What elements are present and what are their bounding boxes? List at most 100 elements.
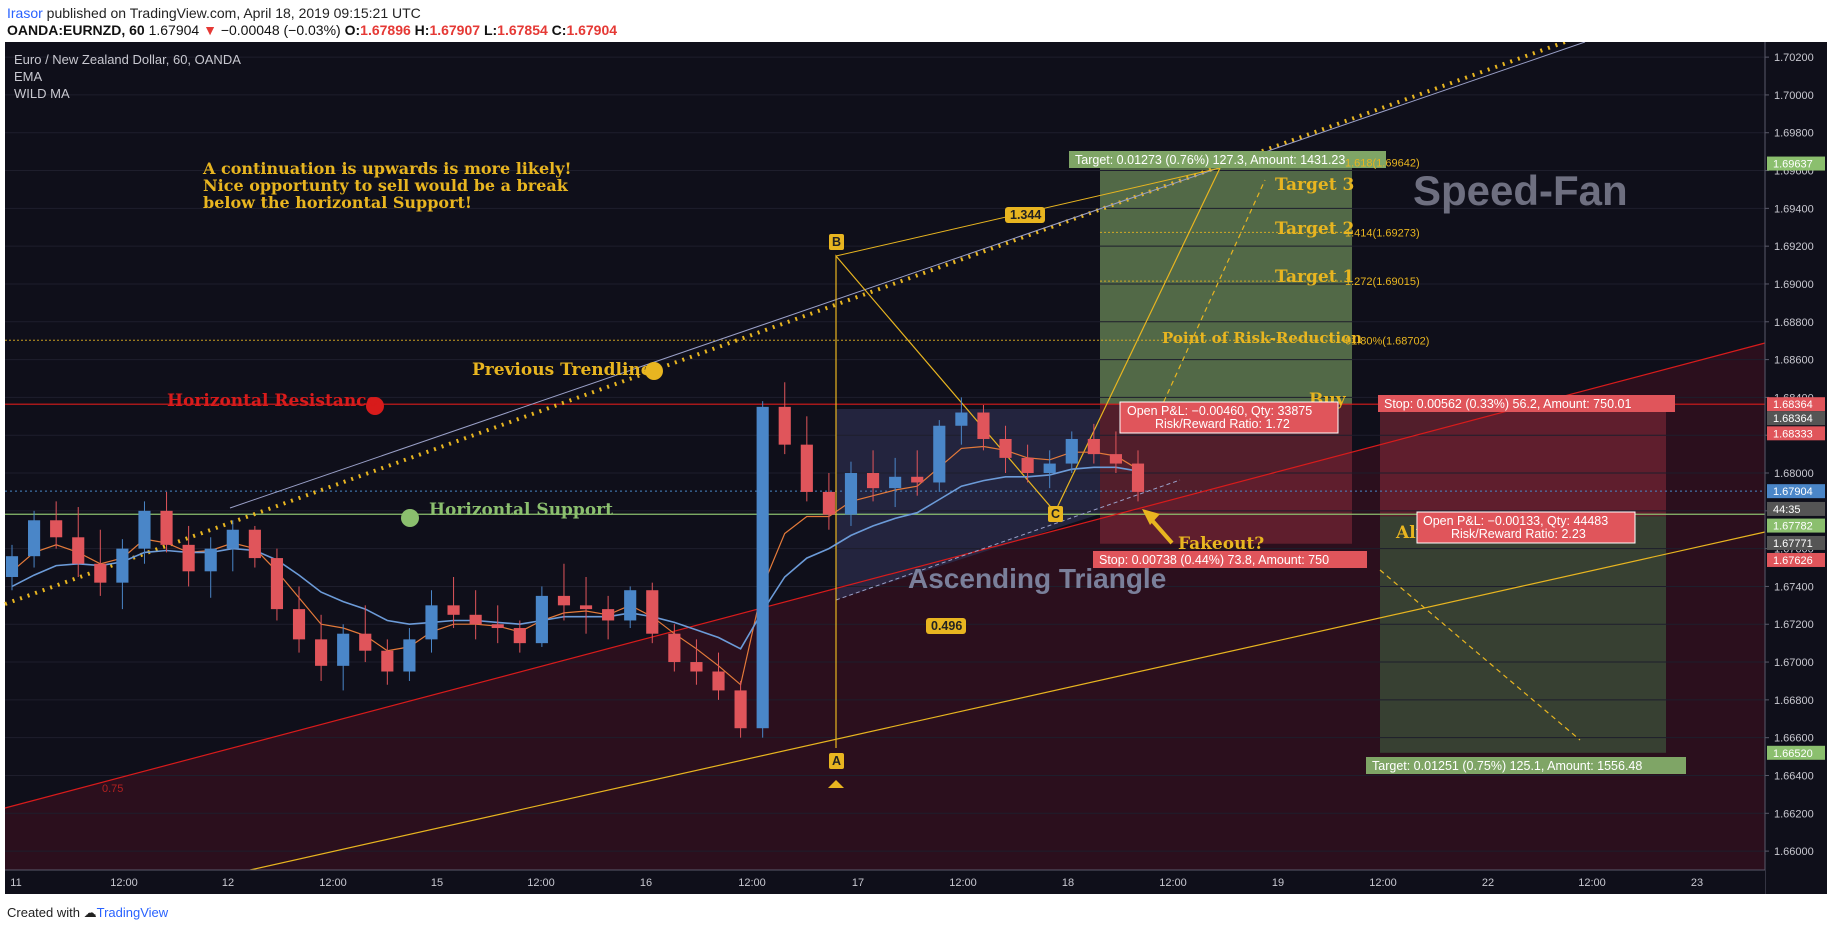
short-target-box (1366, 757, 1686, 774)
price-badge-text-1: 1.68364 (1773, 399, 1813, 411)
target-2-label: Target 2 (1275, 219, 1354, 239)
y-tick-label: 1.70000 (1774, 90, 1814, 102)
x-tick-label: 17 (852, 877, 864, 889)
price-chart[interactable]: A continuation is upwards is more likely… (0, 42, 1828, 900)
candles-layer (5, 382, 1145, 738)
candle-body (734, 690, 747, 729)
y-axis-badges: 1.69637 1.68364 1.68364 1.68333 1.67904 44:35… (1767, 156, 1825, 760)
y-tick-label: 1.68600 (1774, 355, 1814, 367)
y-tick-label: 1.66000 (1774, 846, 1814, 858)
x-tick-label: 12:00 (1369, 877, 1397, 889)
candle-body (1109, 454, 1122, 464)
trendlines-layer (4, 42, 1766, 871)
ratio-2-text: 0.496 (931, 619, 962, 633)
candle-body (72, 537, 85, 564)
note-line-1: A continuation is upwards is more likely… (202, 159, 572, 178)
price-badge-text-7: 1.67771 (1773, 538, 1813, 550)
candle-body (535, 595, 548, 644)
candle-body (844, 473, 858, 515)
long-pnl-box (1119, 401, 1339, 434)
point-b-box (829, 234, 844, 250)
x-tick-label: 23 (1691, 877, 1703, 889)
candle-body (579, 605, 593, 610)
y-tick-label: 1.69400 (1774, 203, 1814, 215)
symbol: OANDA:EURNZD, 60 (7, 22, 145, 38)
y-tick-label: 1.67000 (1774, 657, 1814, 669)
target-1-label: Target 1 (1275, 267, 1354, 287)
x-tick-label: 12:00 (1578, 877, 1606, 889)
point-a-box (829, 753, 844, 769)
x-tick-label: 16 (640, 877, 652, 889)
x-axis[interactable]: 11 12:00 12 12:00 15 12:00 16 12:00 17 12:00 18 12:… (10, 877, 1703, 889)
indicator-wild-ma: WILD MA (14, 86, 70, 101)
ratio-2-box (926, 618, 966, 634)
candle-body (337, 633, 350, 666)
candle-body (1131, 463, 1145, 492)
point-c-box (1048, 506, 1063, 522)
price-badge-0 (1767, 156, 1825, 171)
short-target-zone (1380, 516, 1666, 753)
x-tick-label: 22 (1482, 877, 1494, 889)
candle-body (778, 406, 791, 445)
candle-body (491, 624, 504, 629)
previous-trendline-marker (645, 362, 663, 380)
open-label: O: (344, 22, 361, 38)
ema-line (11, 445, 1139, 686)
ratio-1-text: 1.344 (1010, 208, 1041, 222)
fakeout-arrow (1148, 516, 1174, 545)
low-value: 1.67854 (497, 22, 548, 38)
candle-body (911, 476, 924, 483)
y-tick-label: 1.66800 (1774, 695, 1814, 707)
y-tick-label: 1.69800 (1774, 128, 1814, 140)
triangle-lower-line (835, 479, 1181, 601)
price-badge-text-8: 1.67626 (1773, 555, 1813, 567)
short-pnl-text: Open P&L: −0.00133, Qty: 44483 (1423, 514, 1608, 528)
speed-fan-arrow (1159, 179, 1266, 411)
fakeout-arrow-head (1142, 509, 1160, 525)
a-point-triangle-icon (828, 780, 844, 788)
y-tick-label: 1.68800 (1774, 317, 1814, 329)
horizontal-support-marker (401, 509, 419, 527)
y-tick-label: 1.69000 (1774, 279, 1814, 291)
candle-body (270, 558, 284, 610)
candle-body (668, 633, 681, 663)
candle-body (756, 406, 769, 729)
x-tick-label: 12:00 (949, 877, 977, 889)
close-label: C: (551, 22, 567, 38)
point-a-text: A (832, 754, 841, 768)
point-b-text: B (832, 235, 841, 249)
candle-body (557, 595, 571, 606)
footer: Created with ☁TradingView (7, 905, 168, 921)
candle-body (116, 548, 129, 583)
horizontal-resistance-marker (366, 397, 384, 415)
candle-body (624, 590, 637, 621)
candle-body (1043, 463, 1056, 474)
candle-body (28, 520, 41, 557)
channel-lower-line (249, 531, 1766, 871)
x-tick-label: 15 (431, 877, 443, 889)
side-label-075: 0.75 (102, 783, 123, 795)
candle-body (1065, 438, 1078, 464)
high-label: H: (414, 22, 430, 38)
thin-trendline (229, 42, 1586, 509)
short-path-arrow (1379, 569, 1581, 741)
candle-body (425, 605, 438, 640)
x-tick-label: 12:00 (319, 877, 347, 889)
fib-labels: 1.618(1.69642) 1.414(1.69273) 1.272(1.6901… (1345, 158, 1429, 348)
markers-layer (366, 362, 844, 788)
candle-body (999, 438, 1012, 458)
candle-body (646, 590, 659, 634)
price-badge-7 (1767, 535, 1825, 550)
candle-body (248, 529, 261, 559)
candle-body (1087, 438, 1100, 455)
price-badge-5 (1767, 501, 1825, 516)
candle-body (138, 510, 151, 549)
price-badge-text-6: 1.67782 (1773, 521, 1813, 533)
candle-body (160, 510, 173, 545)
wild-ma-line (11, 466, 1139, 650)
x-tick-label: 12:00 (110, 877, 138, 889)
tradingview-link[interactable]: TradingView (96, 905, 169, 920)
author-link[interactable]: Irasor (7, 5, 43, 21)
x-axis-panel (5, 870, 1765, 894)
ascending-triangle-label: Ascending Triangle (908, 563, 1166, 594)
